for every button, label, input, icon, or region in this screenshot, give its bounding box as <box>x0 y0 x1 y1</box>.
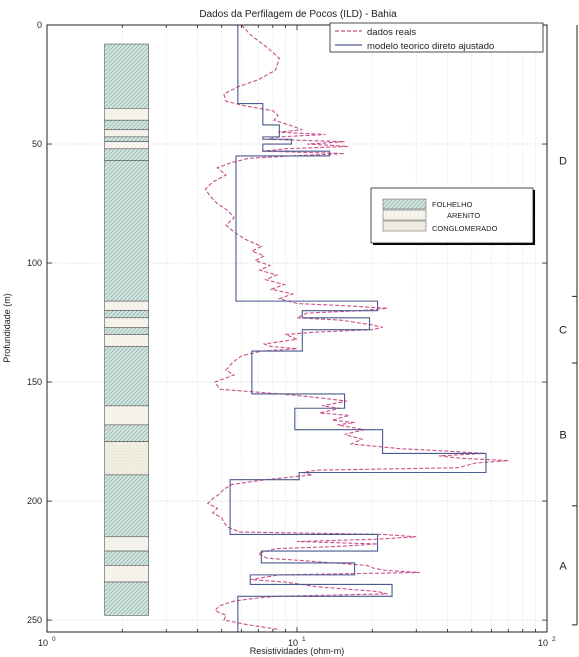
zone-label: B <box>559 429 566 441</box>
lithology-layer-arenito <box>104 536 149 552</box>
lithology-layer-conglomerado <box>104 441 149 476</box>
lithology-layer-folhelho <box>104 310 149 319</box>
zone-label: A <box>559 560 567 572</box>
series-legend-box <box>329 22 544 53</box>
y-tick-label: 250 <box>27 615 42 625</box>
lithology-layer-arenito <box>104 129 149 138</box>
y-tick-label: 200 <box>27 496 42 506</box>
lithology-layer-arenito <box>104 108 149 121</box>
x-tick-label-exponent: 0 <box>52 636 56 643</box>
lithology-label-folhelho: FOLHELHO <box>432 200 473 209</box>
y-tick-label: 100 <box>27 258 42 268</box>
lithology-layer-folhelho <box>104 119 149 131</box>
lithology-label-arenito: ARENITO <box>447 211 480 220</box>
zone-markers: D C B A <box>559 25 578 626</box>
lithology-layer-arenito <box>104 141 149 150</box>
lithology-label-conglomerado: CONGLOMERADO <box>432 224 498 233</box>
lithology-swatch-conglomerado <box>382 220 427 232</box>
x-tick-label: 10 <box>538 638 548 648</box>
chart-title: Dados da Perfilagem de Pocos (ILD) - Bah… <box>199 9 397 20</box>
lithology-swatch-arenito <box>382 209 427 221</box>
legend-label-dados-reais: dados reais <box>367 27 416 38</box>
zone-label: D <box>559 156 567 168</box>
lithology-column <box>104 43 149 616</box>
lithology-layer-folhelho <box>104 148 149 161</box>
x-tick-label: 10 <box>38 638 48 648</box>
y-axis: 0 50 100 150 200 250 <box>27 20 547 625</box>
x-tick-label: 10 <box>288 638 298 648</box>
lithology-layer-folhelho <box>104 327 149 335</box>
zone-label: C <box>559 325 567 337</box>
y-tick-label: 50 <box>32 139 42 149</box>
lithology-layer-folhelho <box>104 550 149 566</box>
lithology-legend: FOLHELHO ARENITO CONGLOMERADO <box>370 187 535 245</box>
lithology-layer-arenito <box>104 565 149 583</box>
x-tick-label-exponent: 2 <box>552 636 556 643</box>
lithology-layer-arenito <box>104 300 149 311</box>
y-tick-label: 150 <box>27 377 42 387</box>
x-axis-label: Resistividades (ohm-m) <box>250 646 345 656</box>
y-tick-label: 0 <box>37 20 42 30</box>
lithology-layer-folhelho <box>104 43 149 109</box>
lithology-layer-folhelho <box>104 474 149 538</box>
lithology-layer-folhelho <box>104 424 149 442</box>
lithology-layer-folhelho <box>104 160 149 302</box>
lithology-layer-folhelho <box>104 581 149 616</box>
series-lines <box>204 25 509 632</box>
lithology-layer-arenito <box>104 317 149 328</box>
legend-label-modelo: modelo teorico direto ajustado <box>367 41 494 52</box>
lithology-layer-folhelho <box>104 136 149 142</box>
series-legend: dados reais modelo teorico direto ajusta… <box>329 22 544 53</box>
lithology-layer-folhelho <box>104 346 149 407</box>
lithology-layer-arenito <box>104 334 149 347</box>
series-line-dados-reais <box>204 25 509 631</box>
y-axis-label: Profundidade (m) <box>2 293 12 363</box>
lithology-swatch-folhelho <box>382 198 427 210</box>
series-line-modelo <box>229 25 487 632</box>
lithology-layer-arenito <box>104 405 149 426</box>
x-tick-label-exponent: 1 <box>302 636 306 643</box>
